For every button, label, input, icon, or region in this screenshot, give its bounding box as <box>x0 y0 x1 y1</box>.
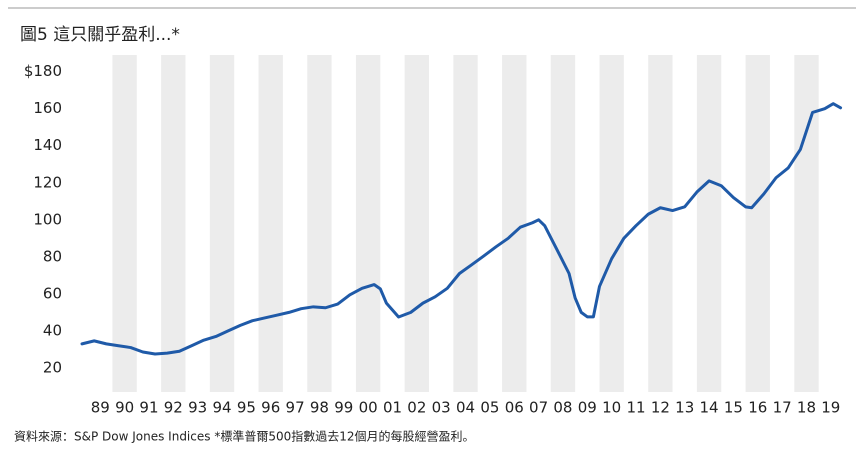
x-tick-label: 12 <box>651 399 670 417</box>
x-tick-label: 92 <box>164 399 183 417</box>
x-tick-label: 19 <box>821 399 840 417</box>
x-tick-label: 97 <box>286 399 305 417</box>
x-tick-label: 90 <box>115 399 134 417</box>
year-band <box>258 55 283 392</box>
year-band <box>794 55 819 392</box>
y-tick-label: 140 <box>33 136 62 154</box>
y-tick-label: 80 <box>43 247 62 265</box>
x-tick-label: 13 <box>675 399 694 417</box>
year-band <box>161 55 186 392</box>
x-tick-label: 89 <box>91 399 110 417</box>
x-tick-label: 18 <box>797 399 816 417</box>
year-band <box>404 55 430 392</box>
year-band <box>599 55 624 392</box>
x-tick-label: 06 <box>505 399 524 417</box>
footnote: 資料來源：S&P Dow Jones Indices *標準普爾500指數過去1… <box>14 429 475 444</box>
y-tick-label: $180 <box>24 62 62 80</box>
x-tick-label: 10 <box>602 399 621 417</box>
x-tick-label: 98 <box>310 399 329 417</box>
x-tick-label: 00 <box>359 399 378 417</box>
x-tick-label: 96 <box>261 399 280 417</box>
x-tick-label: 16 <box>748 399 767 417</box>
year-band <box>696 55 722 392</box>
x-tick-label: 04 <box>456 399 475 417</box>
x-tick-label: 94 <box>212 399 231 417</box>
x-tick-label: 05 <box>480 399 499 417</box>
x-tick-label: 08 <box>553 399 572 417</box>
x-tick-label: 91 <box>139 399 158 417</box>
year-band <box>307 55 332 392</box>
x-tick-label: 17 <box>773 399 792 417</box>
x-tick-label: 09 <box>578 399 597 417</box>
x-tick-label: 11 <box>626 399 645 417</box>
year-band <box>453 55 478 392</box>
x-tick-label: 03 <box>432 399 451 417</box>
y-tick-label: 160 <box>33 99 62 117</box>
x-tick-label: 01 <box>383 399 402 417</box>
x-tick-label: 14 <box>700 399 719 417</box>
x-tick-label: 93 <box>188 399 207 417</box>
y-tick-label: 60 <box>43 284 62 302</box>
year-band <box>745 55 770 392</box>
year-band <box>502 55 527 392</box>
year-band <box>355 55 381 392</box>
x-tick-label: 99 <box>334 399 353 417</box>
chart-title: 圖5 這只關乎盈利...* <box>20 25 180 45</box>
x-tick-label: 02 <box>407 399 426 417</box>
x-tick-label: 95 <box>237 399 256 417</box>
y-tick-label: 20 <box>43 358 62 376</box>
y-tick-label: 120 <box>33 173 62 191</box>
year-band <box>112 55 137 392</box>
y-tick-label: 100 <box>33 210 62 228</box>
year-band <box>209 55 235 392</box>
x-tick-label: 07 <box>529 399 548 417</box>
x-tick-label: 15 <box>724 399 743 417</box>
series-line <box>80 102 843 356</box>
year-band <box>648 55 673 392</box>
year-band <box>550 55 576 392</box>
y-tick-label: 40 <box>43 321 62 339</box>
